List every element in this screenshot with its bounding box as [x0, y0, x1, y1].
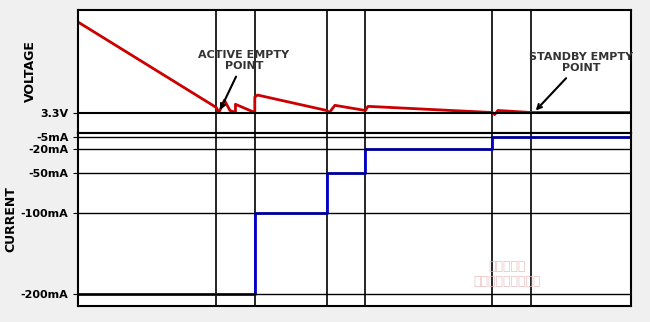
Text: STANDBY EMPTY
POINT: STANDBY EMPTY POINT — [528, 52, 633, 109]
Text: ACTIVE EMPTY
POINT: ACTIVE EMPTY POINT — [198, 50, 289, 108]
Y-axis label: CURRENT: CURRENT — [5, 186, 18, 252]
Y-axis label: VOLTAGE: VOLTAGE — [24, 41, 37, 102]
Text: 易迪拓培训
射频和天线设计专家: 易迪拓培训 射频和天线设计专家 — [473, 260, 541, 288]
